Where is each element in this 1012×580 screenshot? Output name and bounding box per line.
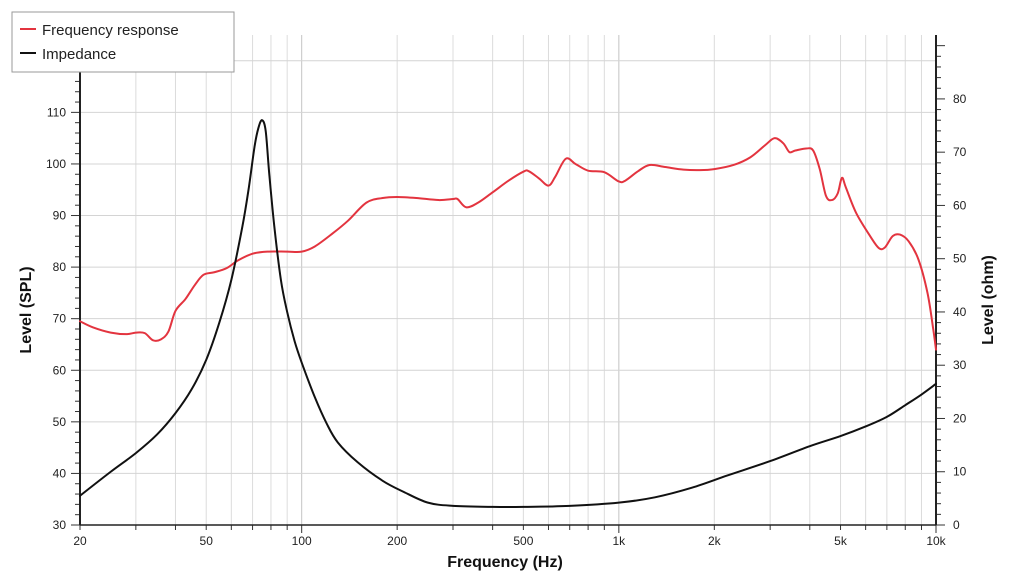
x-tick-label: 200 [387,534,407,548]
left-y-tick-label: 100 [46,157,66,171]
legend: Frequency response Impedance [11,11,235,73]
impedance-line [79,119,937,509]
left-y-axis-title: Level (SPL) [18,266,35,353]
left-y-tick-labels: 30405060708090100110120 [46,54,66,532]
right-y-tick-labels: 0 10 20 30 40 50 60 70 80 [953,92,967,532]
legend-label-frequency-response: Frequency response [42,22,179,39]
left-y-tick-label: 30 [53,518,67,532]
right-y-tick-label: 40 [953,305,967,319]
right-y-tick-label: 70 [953,145,967,159]
x-tick-label: 10k [926,534,946,548]
axes [71,35,945,533]
right-y-tick-label: 10 [953,465,967,479]
x-tick-label: 50 [200,534,214,548]
left-y-tick-label: 80 [53,260,67,274]
legend-box [11,11,235,73]
left-y-tick-label: 60 [53,363,67,377]
frequency-response-line [79,137,937,351]
x-tick-label: 20 [73,534,87,548]
right-y-tick-label: 60 [953,198,967,212]
right-y-tick-label: 50 [953,252,967,266]
x-tick-label: 100 [292,534,312,548]
right-y-axis-title: Level (ohm) [980,255,997,345]
right-y-tick-label: 80 [953,92,967,106]
left-y-tick-label: 70 [53,312,67,326]
left-y-tick-label: 50 [53,415,67,429]
right-y-tick-label: 20 [953,411,967,425]
x-tick-label: 5k [834,534,848,548]
left-y-tick-label: 110 [47,105,66,119]
series-layer [79,119,937,509]
right-y-tick-label: 0 [953,518,960,532]
right-y-tick-label: 30 [953,358,967,372]
x-tick-label: 2k [708,534,722,548]
left-y-tick-label: 40 [53,466,67,480]
x-axis-title: Frequency (Hz) [447,554,563,571]
legend-label-impedance: Impedance [42,46,116,63]
grid [79,35,937,526]
x-tick-labels: 20 50 100 200 500 1k 2k 5k 10k [73,534,946,548]
x-tick-label: 1k [612,534,626,548]
x-tick-label: 500 [513,534,533,548]
left-y-tick-label: 90 [53,209,67,223]
